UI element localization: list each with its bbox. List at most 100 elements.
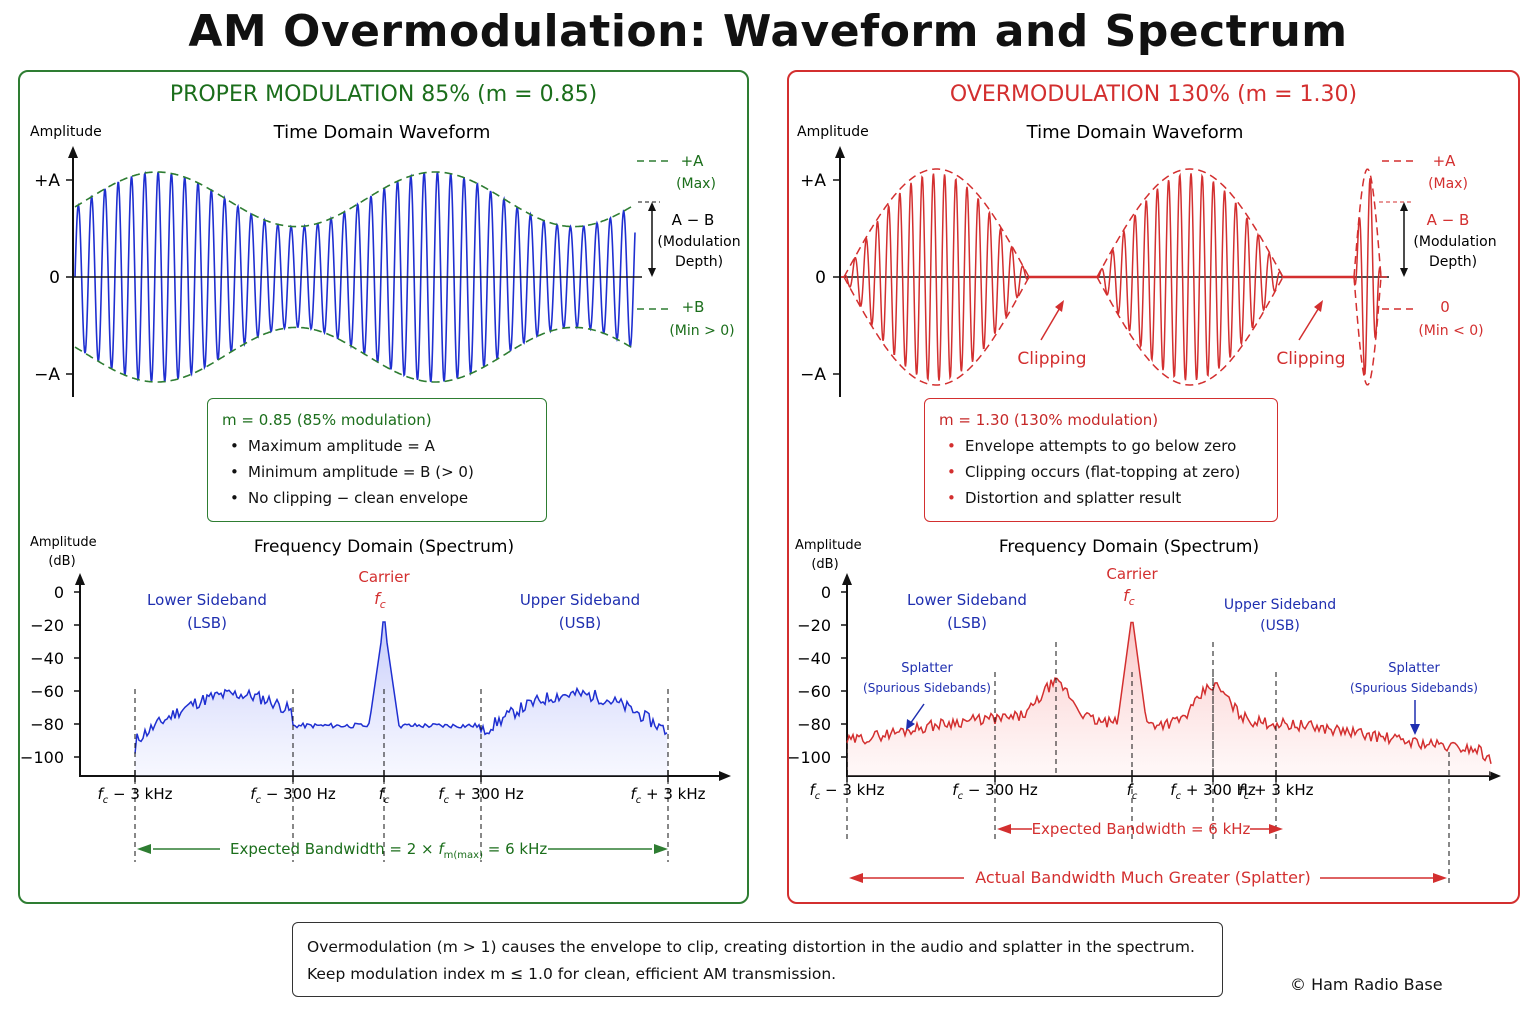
proper-waveform: [74, 170, 636, 383]
over-usb-label: Upper Sideband: [1224, 597, 1336, 613]
proper-panel-title: PROPER MODULATION 85% (m = 0.85): [169, 82, 598, 107]
over-envelope-lower: [1096, 276, 1284, 386]
proper-db-tick-label: −60: [30, 682, 64, 701]
over-ann-depth-sub1: (Modulation: [1413, 234, 1496, 250]
proper-lsb-label: Lower Sideband: [147, 591, 267, 609]
over-amp-db-unit: (dB): [811, 557, 838, 572]
over-spectrum-fill: [847, 622, 1491, 776]
over-carrier-label: Carrier: [1106, 565, 1158, 583]
over-usb-abbr: (USB): [1260, 618, 1300, 634]
proper-db-tick-label: 0: [54, 583, 64, 602]
clipping-label-1: Clipping: [1017, 349, 1086, 369]
over-info-box: m = 1.30 (130% modulation) Envelope atte…: [924, 398, 1278, 522]
proper-x-tick-label: fc + 3 kHz: [630, 785, 705, 806]
clipping-arrow-2: [1298, 305, 1321, 341]
proper-amp-db-label: Amplitude: [30, 535, 97, 550]
over-time-title: Time Domain Waveform: [1026, 122, 1244, 143]
over-db-tick-label: 0: [821, 583, 831, 602]
over-carrier-fc: fc: [1123, 586, 1135, 608]
over-info-item: Envelope attempts to go below zero: [947, 433, 1263, 459]
over-db-ticks: 0 −20 −40 −60 −80 −100: [789, 583, 847, 767]
over-diagram-svg: Amplitude Time Domain Waveform +A 0 −A C…: [789, 122, 1501, 887]
over-db-tick-label: −40: [797, 649, 831, 668]
splatter-arrow-left: [909, 703, 925, 725]
proper-info-head: m = 0.85 (85% modulation): [222, 411, 432, 429]
proper-usb-abbr: (USB): [559, 614, 602, 632]
splatter-sub-left: (Spurious Sidebands): [863, 681, 991, 695]
over-ann-depth: A − B: [1427, 211, 1470, 229]
over-waveform: [841, 168, 1387, 386]
overmodulation-panel: OVERMODULATION 130% (m = 1.30) Amplitude…: [787, 70, 1520, 904]
over-ann-min: 0: [1440, 298, 1450, 316]
proper-x-tick-label: fc: [379, 785, 390, 806]
over-db-tick-label: −100: [789, 748, 831, 767]
proper-spectrum-line: [134, 621, 668, 754]
proper-db-tick-label: −80: [30, 715, 64, 734]
over-lsb-abbr: (LSB): [947, 614, 987, 632]
over-db-tick-label: −60: [797, 682, 831, 701]
over-spectrum: [846, 621, 1492, 776]
over-panel-title: OVERMODULATION 130% (m = 1.30): [949, 82, 1358, 107]
proper-ann-max: +A: [681, 152, 705, 170]
proper-db-ticks: 0 −20 −40 −60 −80 −100: [20, 583, 80, 767]
over-expected-bw-label: Expected Bandwidth = 6 kHz: [1032, 820, 1251, 838]
proper-db-tick-label: −20: [30, 616, 64, 635]
proper-modulation-panel: PROPER MODULATION 85% (m = 0.85) Amplitu…: [18, 70, 749, 904]
proper-info-box: m = 0.85 (85% modulation) Maximum amplit…: [207, 398, 547, 522]
footer-note: Overmodulation (m > 1) causes the envelo…: [292, 922, 1223, 997]
over-x-tick-label: fc + 3 kHz: [1238, 781, 1313, 802]
over-ytick-zero: 0: [815, 268, 826, 288]
proper-time-y-arrow: [68, 146, 78, 158]
proper-carrier-fc: fc: [374, 589, 386, 611]
proper-ann-depth: A − B: [672, 211, 715, 229]
proper-spectrum-fill: [135, 622, 668, 776]
proper-ann-depth-sub2: Depth): [675, 254, 723, 270]
proper-x-tick-label: fc − 300 Hz: [250, 785, 336, 806]
proper-amp-db-unit: (dB): [48, 554, 75, 569]
splatter-label-right: Splatter: [1388, 661, 1440, 676]
footer-line-1: Overmodulation (m > 1) causes the envelo…: [307, 938, 1195, 956]
proper-spectrum: [134, 621, 668, 776]
over-spectrum-line: [846, 621, 1492, 764]
proper-time-title: Time Domain Waveform: [273, 122, 491, 143]
over-ytick-minus-a: −A: [800, 365, 826, 385]
proper-info-item: Minimum amplitude = B (> 0): [230, 459, 532, 485]
proper-ytick-plus-a: +A: [34, 171, 60, 191]
proper-db-tick-label: −100: [20, 748, 64, 767]
proper-ann-min-sub: (Min > 0): [669, 323, 734, 339]
over-amplitude-label: Amplitude: [797, 124, 869, 140]
main-title: AM Overmodulation: Waveform and Spectrum: [188, 6, 1348, 57]
over-ann-max-sub: (Max): [1428, 176, 1468, 192]
proper-amplitude-label: Amplitude: [30, 124, 102, 140]
over-lsb-label: Lower Sideband: [907, 591, 1027, 609]
proper-ann-depth-sub1: (Modulation: [657, 234, 740, 250]
proper-lsb-abbr: (LSB): [187, 614, 227, 632]
proper-info-item: Maximum amplitude = A: [230, 433, 532, 459]
over-db-tick-label: −20: [797, 616, 831, 635]
clipping-label-2: Clipping: [1276, 349, 1345, 369]
proper-diagram-svg: Amplitude Time Domain Waveform +A 0 −A +…: [20, 122, 741, 862]
over-db-tick-label: −80: [797, 715, 831, 734]
proper-ytick-minus-a: −A: [34, 365, 60, 385]
splatter-sub-right: (Spurious Sidebands): [1350, 681, 1478, 695]
over-x-tick-label: fc: [1127, 781, 1138, 802]
over-ytick-plus-a: +A: [800, 171, 826, 191]
over-envelope-upper: [1096, 168, 1284, 278]
splatter-label-left: Splatter: [901, 661, 953, 676]
over-envelope-lower: [1353, 276, 1382, 386]
over-x-tick-label: fc − 300 Hz: [952, 781, 1038, 802]
proper-carrier-label: Carrier: [358, 568, 410, 586]
over-ann-depth-sub2: Depth): [1429, 254, 1477, 270]
over-envelope-upper: [843, 168, 1030, 278]
over-ann-max: +A: [1433, 152, 1457, 170]
over-info-item: Distortion and splatter result: [947, 485, 1263, 511]
over-freq-title: Frequency Domain (Spectrum): [999, 537, 1259, 557]
over-amp-db-label: Amplitude: [795, 538, 862, 553]
over-ann-min-sub: (Min < 0): [1418, 323, 1483, 339]
proper-x-tick-label: fc + 300 Hz: [438, 785, 524, 806]
proper-bw-label: Expected Bandwidth = 2 × fm(max) = 6 kHz: [230, 840, 547, 861]
over-x-tick-label: fc − 3 kHz: [809, 781, 884, 802]
proper-usb-label: Upper Sideband: [520, 591, 640, 609]
proper-ann-min: +B: [682, 298, 705, 316]
